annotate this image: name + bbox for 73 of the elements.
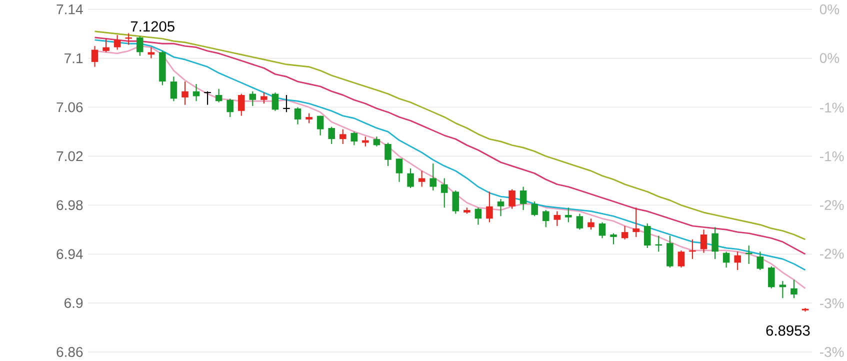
- candlestick: [396, 158, 403, 182]
- candlestick: [316, 115, 324, 136]
- candlestick: [384, 142, 392, 167]
- candlestick: [226, 98, 234, 118]
- candlestick: [373, 136, 380, 147]
- candlestick: [182, 81, 188, 106]
- candlestick: [238, 93, 245, 116]
- y2-tick-label: 0%: [820, 53, 840, 63]
- y-tick-label: 7.06: [56, 102, 83, 112]
- candlestick: [722, 251, 730, 268]
- candlestick: [632, 207, 640, 238]
- candlestick: [294, 106, 302, 125]
- candlestick: [712, 226, 718, 260]
- candlestick: [272, 92, 279, 112]
- candlestick: [260, 92, 268, 104]
- candlestick: [328, 126, 335, 144]
- candlestick: [102, 38, 110, 53]
- candlestick: [700, 229, 708, 254]
- candlestick: [350, 131, 358, 146]
- y2-tick-label: -2%: [820, 248, 844, 259]
- y-tick-label: 7.02: [56, 151, 83, 162]
- candlestick: [486, 191, 493, 223]
- candlestick: [508, 188, 516, 210]
- candlestick: [114, 34, 121, 50]
- candlestick: [790, 279, 798, 299]
- candlestick: [621, 225, 628, 240]
- candlestick: [531, 200, 538, 217]
- candlestick: [678, 250, 685, 268]
- candlestick: [306, 112, 312, 124]
- annotation: 7.1205: [130, 21, 174, 32]
- candlestick: [440, 178, 448, 208]
- candlestick: [136, 36, 144, 56]
- candlestick: [249, 90, 256, 107]
- y-tick-label: 6.94: [56, 249, 83, 260]
- candlestick: [576, 213, 584, 230]
- candlestick: [768, 266, 775, 289]
- candlestick: [610, 232, 617, 245]
- candlestick: [91, 46, 98, 68]
- y-tick-label: 6.9: [64, 298, 83, 308]
- candlestick: [474, 207, 482, 226]
- candlestick: [734, 251, 741, 271]
- candlestick: [756, 251, 764, 271]
- y2-tick-label: -1%: [820, 151, 844, 162]
- candlestick: [452, 190, 460, 214]
- candlestick: [497, 198, 504, 217]
- candlestick: [644, 222, 651, 249]
- y2-tick-label: -3%: [820, 298, 844, 308]
- candlestick: [588, 218, 594, 230]
- candlestick: [282, 94, 290, 113]
- candlestick: [542, 210, 550, 228]
- candlestick: [215, 88, 222, 103]
- candlestick: [779, 280, 786, 299]
- y2-tick-label: -1%: [820, 102, 844, 113]
- y-tick-label: 7.14: [56, 4, 83, 14]
- y2-tick-label: -2%: [820, 200, 844, 210]
- annotation: 6.8953: [766, 325, 810, 336]
- candlestick: [170, 76, 178, 102]
- candlestick: [666, 235, 674, 268]
- candlestick: [204, 90, 212, 106]
- candlestick: [554, 210, 561, 226]
- y-tick-label: 7.1: [64, 53, 83, 64]
- candlestick: [520, 186, 527, 211]
- y-tick-label: 6.86: [56, 347, 83, 357]
- candlestick: [565, 207, 572, 223]
- candlestick: [418, 170, 426, 188]
- y2-tick-label: -3%: [820, 347, 844, 357]
- candlestick: [148, 46, 155, 59]
- y-tick-label: 6.98: [56, 200, 83, 210]
- candlestick: [430, 163, 436, 191]
- candlestick: [407, 168, 414, 189]
- candlestick: [598, 222, 606, 239]
- y2-tick-label: 0%: [820, 4, 840, 14]
- candlestick: [339, 128, 346, 144]
